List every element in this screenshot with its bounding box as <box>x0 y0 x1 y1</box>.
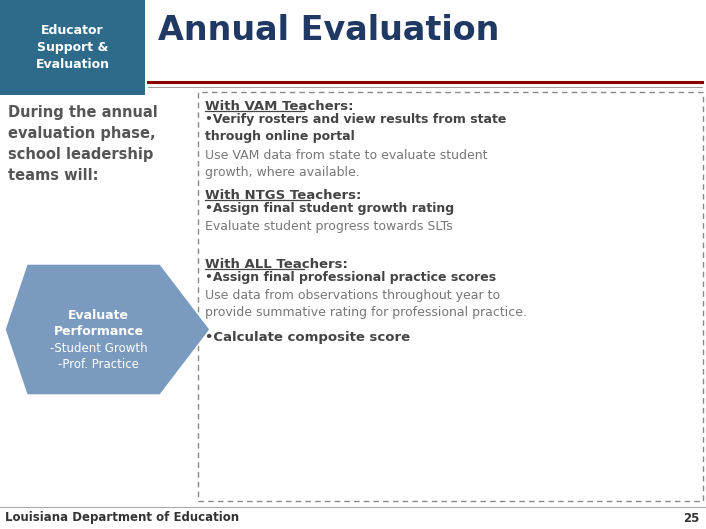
Text: •Assign final student growth rating: •Assign final student growth rating <box>205 202 454 215</box>
Text: Evaluate student progress towards SLTs: Evaluate student progress towards SLTs <box>205 220 453 233</box>
Text: With NTGS Teachers:: With NTGS Teachers: <box>205 189 361 202</box>
Text: •Verify rosters and view results from state
through online portal: •Verify rosters and view results from st… <box>205 113 506 143</box>
Text: 25: 25 <box>683 512 700 524</box>
Text: •Calculate composite score: •Calculate composite score <box>205 331 410 344</box>
Text: -Prof. Practice: -Prof. Practice <box>58 358 139 371</box>
Text: With VAM Teachers:: With VAM Teachers: <box>205 100 354 113</box>
Text: •Assign final professional practice scores: •Assign final professional practice scor… <box>205 271 496 284</box>
Text: During the annual
evaluation phase,
school leadership
teams will:: During the annual evaluation phase, scho… <box>8 105 157 183</box>
Text: Louisiana Department of Education: Louisiana Department of Education <box>5 512 239 524</box>
Text: Evaluate: Evaluate <box>68 309 129 322</box>
FancyBboxPatch shape <box>0 0 145 95</box>
FancyBboxPatch shape <box>198 92 703 501</box>
Text: Use VAM data from state to evaluate student
growth, where available.: Use VAM data from state to evaluate stud… <box>205 149 488 179</box>
Text: Use data from observations throughout year to
provide summative rating for profe: Use data from observations throughout ye… <box>205 289 527 319</box>
Polygon shape <box>5 264 210 395</box>
Text: -Student Growth: -Student Growth <box>49 342 148 355</box>
Text: Educator
Support &
Evaluation: Educator Support & Evaluation <box>35 24 109 71</box>
Text: Performance: Performance <box>54 325 143 338</box>
Text: With ALL Teachers:: With ALL Teachers: <box>205 258 348 271</box>
Text: Annual Evaluation: Annual Evaluation <box>158 14 499 47</box>
